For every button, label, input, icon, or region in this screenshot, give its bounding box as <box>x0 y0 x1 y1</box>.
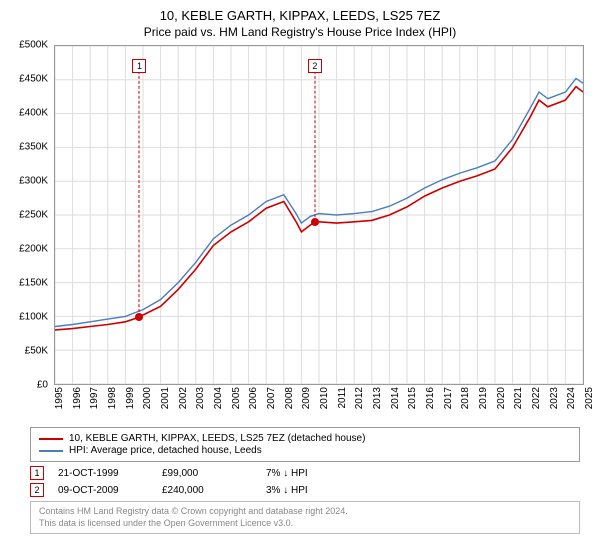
y-axis: £0£50K£100K£150K£200K£250K£300K£350K£400… <box>10 45 52 385</box>
footer: Contains HM Land Registry data © Crown c… <box>30 501 580 534</box>
marker-row-date: 09-OCT-2009 <box>58 485 148 496</box>
y-tick: £200K <box>19 244 48 255</box>
marker-dot-1 <box>135 313 143 321</box>
chart-container: 10, KEBLE GARTH, KIPPAX, LEEDS, LS25 7EZ… <box>0 0 600 560</box>
x-tick: 2016 <box>425 387 436 409</box>
x-tick: 1998 <box>107 387 118 409</box>
footer-line1: Contains HM Land Registry data © Crown c… <box>39 506 571 518</box>
x-tick: 2006 <box>248 387 259 409</box>
x-tick: 2004 <box>213 387 224 409</box>
x-tick: 1997 <box>89 387 100 409</box>
x-tick: 2022 <box>531 387 542 409</box>
legend-swatch <box>39 450 63 452</box>
x-tick: 2018 <box>460 387 471 409</box>
y-tick: £400K <box>19 108 48 119</box>
x-tick: 2008 <box>284 387 295 409</box>
marker-row-badge: 2 <box>30 483 44 497</box>
y-tick: £500K <box>19 40 48 51</box>
marker-line-1 <box>139 66 140 317</box>
legend-swatch <box>39 438 63 440</box>
x-tick: 1996 <box>72 387 83 409</box>
legend-row: HPI: Average price, detached house, Leed… <box>39 445 571 456</box>
x-tick: 2013 <box>372 387 383 409</box>
x-tick: 1995 <box>54 387 65 409</box>
marker-row-delta: 3% ↓ HPI <box>266 485 356 496</box>
chart-subtitle: Price paid vs. HM Land Registry's House … <box>10 25 590 39</box>
x-tick: 2025 <box>584 387 595 409</box>
y-tick: £350K <box>19 142 48 153</box>
x-tick: 1999 <box>125 387 136 409</box>
marker-dot-2 <box>311 218 319 226</box>
marker-row-badge: 1 <box>30 466 44 480</box>
y-tick: £0 <box>37 380 48 391</box>
x-tick: 2020 <box>496 387 507 409</box>
y-tick: £150K <box>19 278 48 289</box>
y-tick: £100K <box>19 312 48 323</box>
y-tick: £300K <box>19 176 48 187</box>
x-tick: 2021 <box>513 387 524 409</box>
x-tick: 2001 <box>160 387 171 409</box>
x-tick: 2010 <box>319 387 330 409</box>
x-axis: 1995 1996 1997 1998 1999 2000 2001 2002 2003 2004… <box>54 385 584 421</box>
legend-row: 10, KEBLE GARTH, KIPPAX, LEEDS, LS25 7EZ… <box>39 433 571 444</box>
marker-row-price: £240,000 <box>162 485 252 496</box>
x-tick: 2019 <box>478 387 489 409</box>
marker-row-delta: 7% ↓ HPI <box>266 468 356 479</box>
y-tick: £250K <box>19 210 48 221</box>
x-tick: 2000 <box>142 387 153 409</box>
marker-line-2 <box>314 66 315 221</box>
marker-row-price: £99,000 <box>162 468 252 479</box>
chart-area: £0£50K£100K£150K£200K£250K£300K£350K£400… <box>54 45 584 385</box>
footer-line2: This data is licensed under the Open Gov… <box>39 518 571 530</box>
x-tick: 2015 <box>407 387 418 409</box>
y-tick: £50K <box>25 346 48 357</box>
x-tick: 2005 <box>231 387 242 409</box>
x-tick: 2007 <box>266 387 277 409</box>
plot-svg <box>55 46 583 384</box>
x-tick: 2011 <box>337 387 348 409</box>
marker-badge-1: 1 <box>132 59 146 73</box>
x-tick: 2017 <box>443 387 454 409</box>
plot-area: 12 <box>54 45 584 385</box>
marker-row: 2 09-OCT-2009 £240,000 3% ↓ HPI <box>30 483 580 497</box>
marker-table: 1 21-OCT-1999 £99,000 7% ↓ HPI 2 09-OCT-2009 £… <box>30 466 580 497</box>
x-tick: 2024 <box>566 387 577 409</box>
marker-row-date: 21-OCT-1999 <box>58 468 148 479</box>
x-tick: 2002 <box>178 387 189 409</box>
x-tick: 2012 <box>354 387 365 409</box>
marker-badge-2: 2 <box>308 59 322 73</box>
x-tick: 2023 <box>549 387 560 409</box>
chart-title: 10, KEBLE GARTH, KIPPAX, LEEDS, LS25 7EZ <box>10 8 590 23</box>
x-tick: 2009 <box>301 387 312 409</box>
legend-label: HPI: Average price, detached house, Leed… <box>69 445 262 456</box>
marker-row: 1 21-OCT-1999 £99,000 7% ↓ HPI <box>30 466 580 480</box>
legend: 10, KEBLE GARTH, KIPPAX, LEEDS, LS25 7EZ… <box>30 427 580 462</box>
legend-label: 10, KEBLE GARTH, KIPPAX, LEEDS, LS25 7EZ… <box>69 433 365 444</box>
y-tick: £450K <box>19 74 48 85</box>
x-tick: 2014 <box>390 387 401 409</box>
x-tick: 2003 <box>195 387 206 409</box>
